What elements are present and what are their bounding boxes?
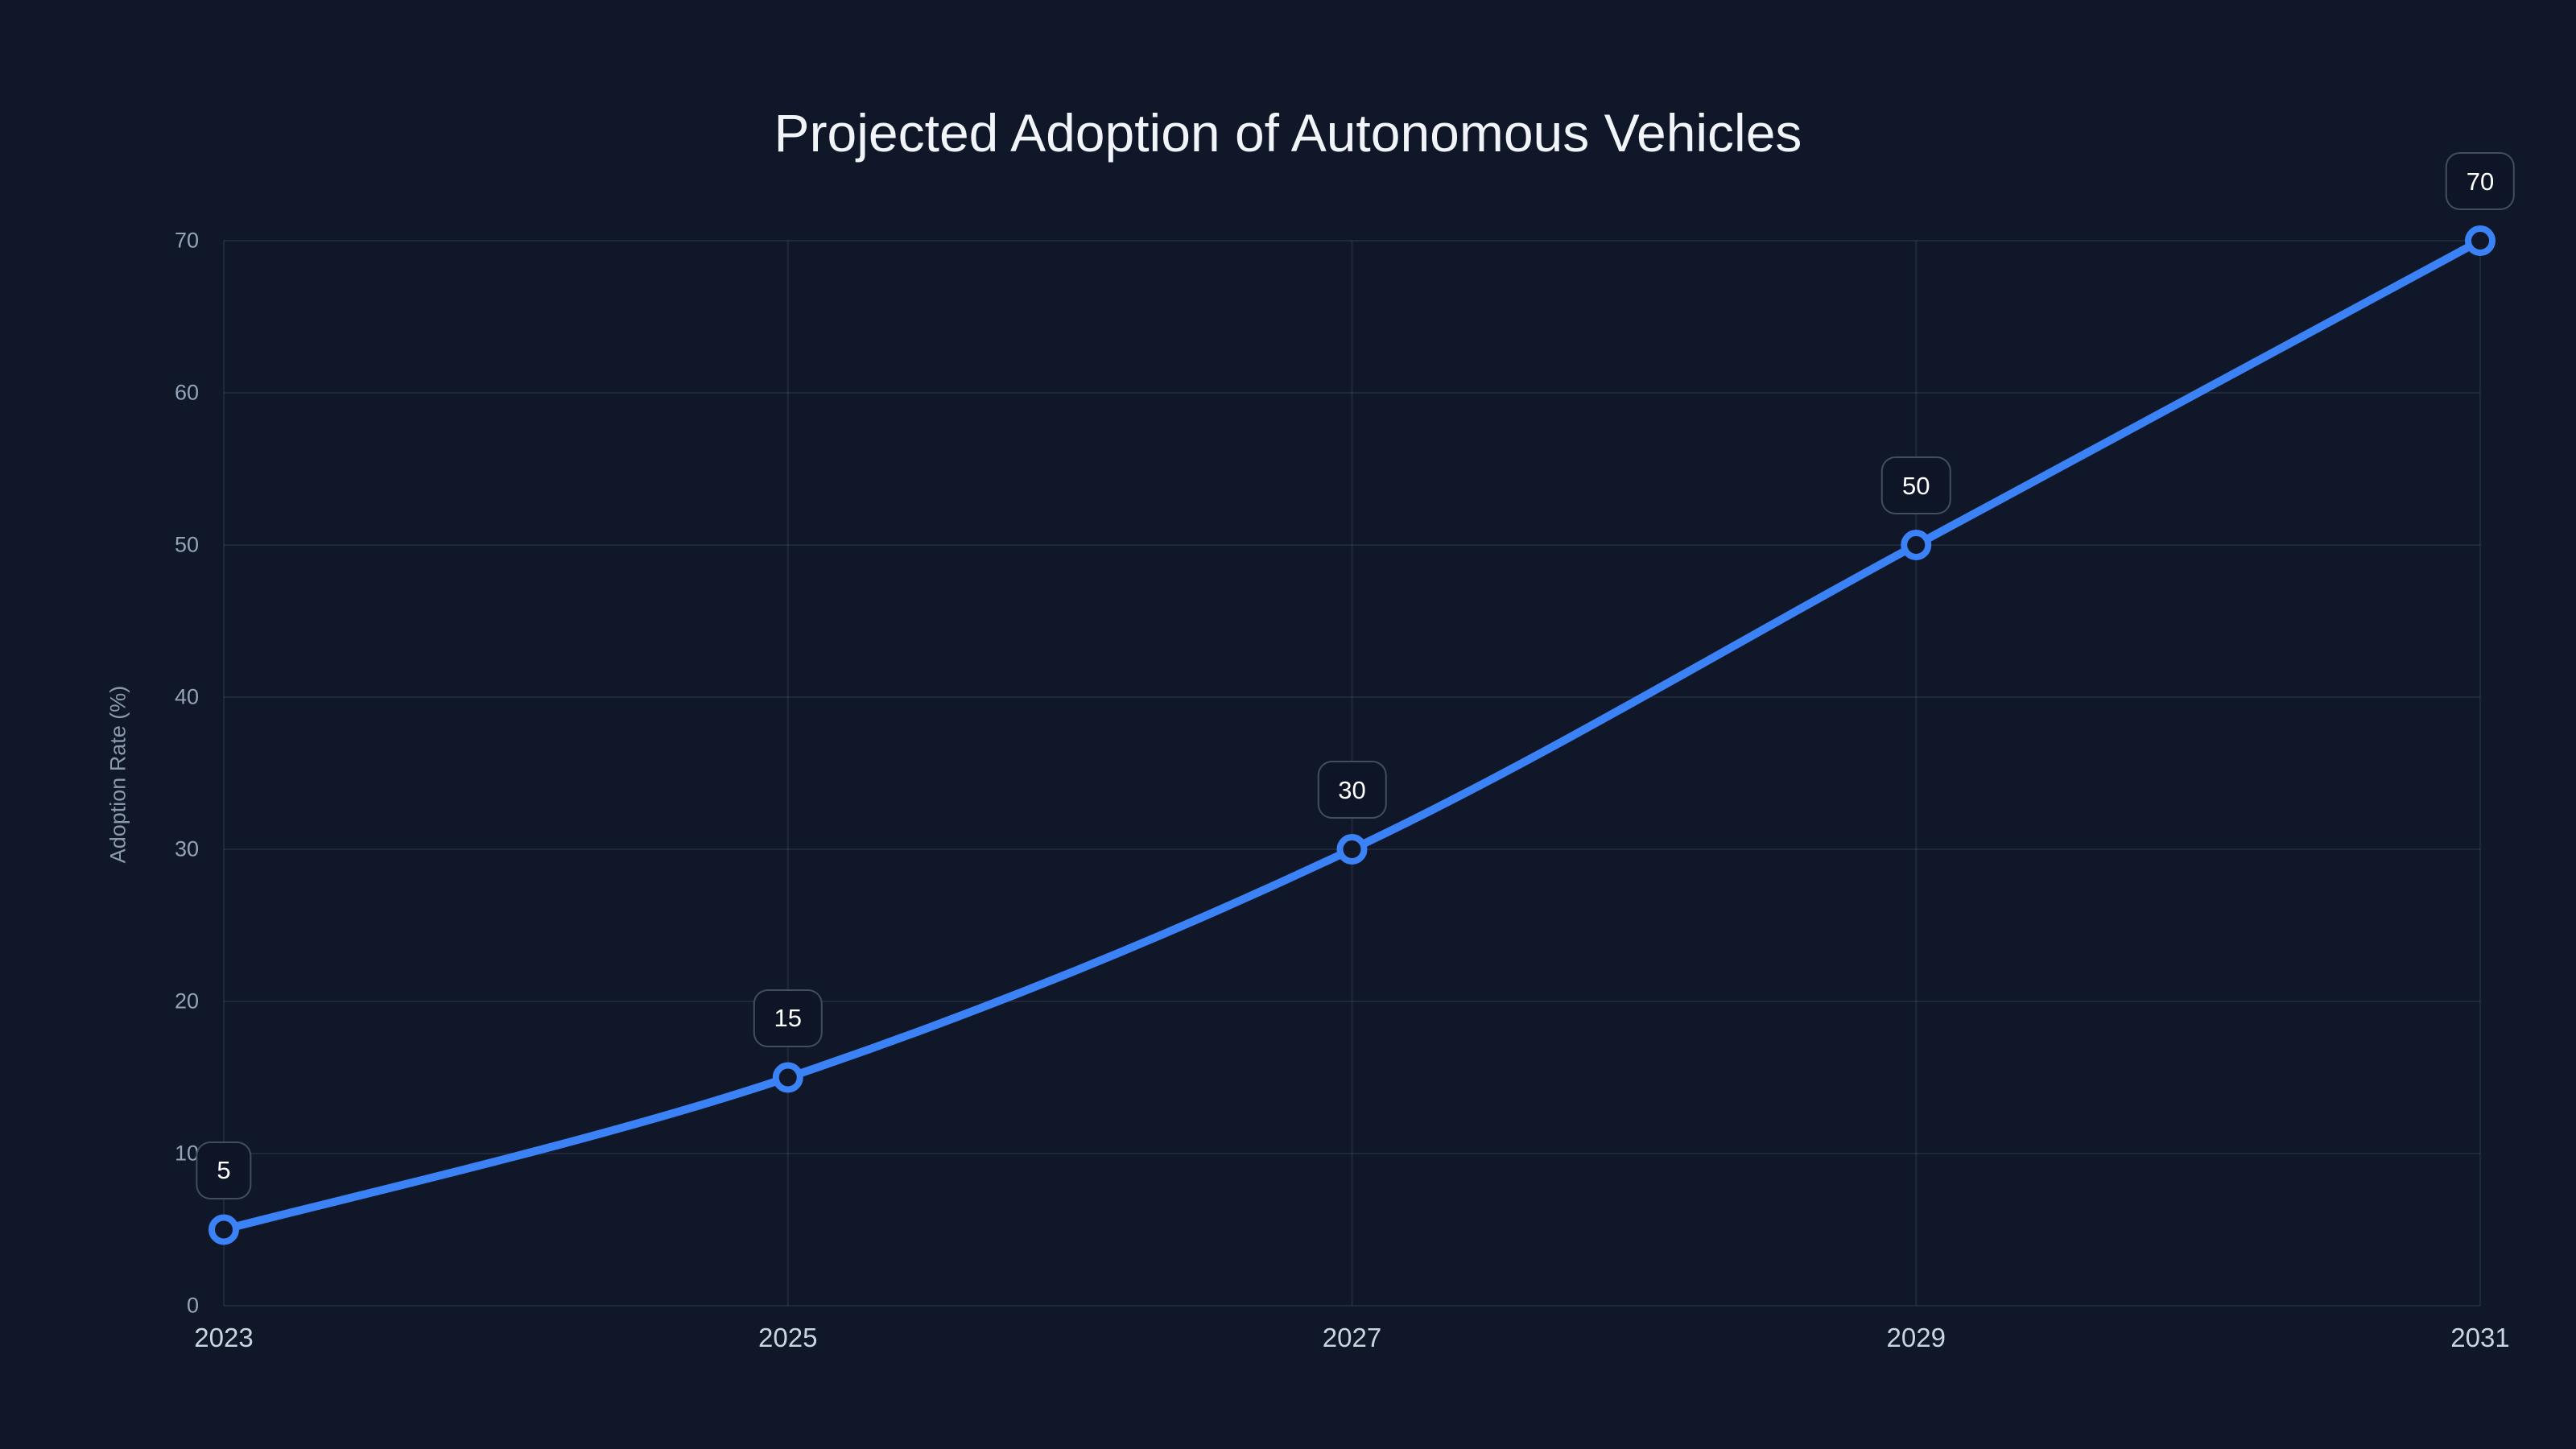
data-point-marker bbox=[2465, 225, 2496, 256]
data-point-marker bbox=[772, 1062, 803, 1093]
data-point-marker bbox=[1336, 834, 1368, 865]
data-point-marker bbox=[1901, 530, 1932, 560]
chart-title: Projected Adoption of Autonomous Vehicle… bbox=[774, 103, 1802, 163]
data-point-marker bbox=[208, 1214, 239, 1245]
